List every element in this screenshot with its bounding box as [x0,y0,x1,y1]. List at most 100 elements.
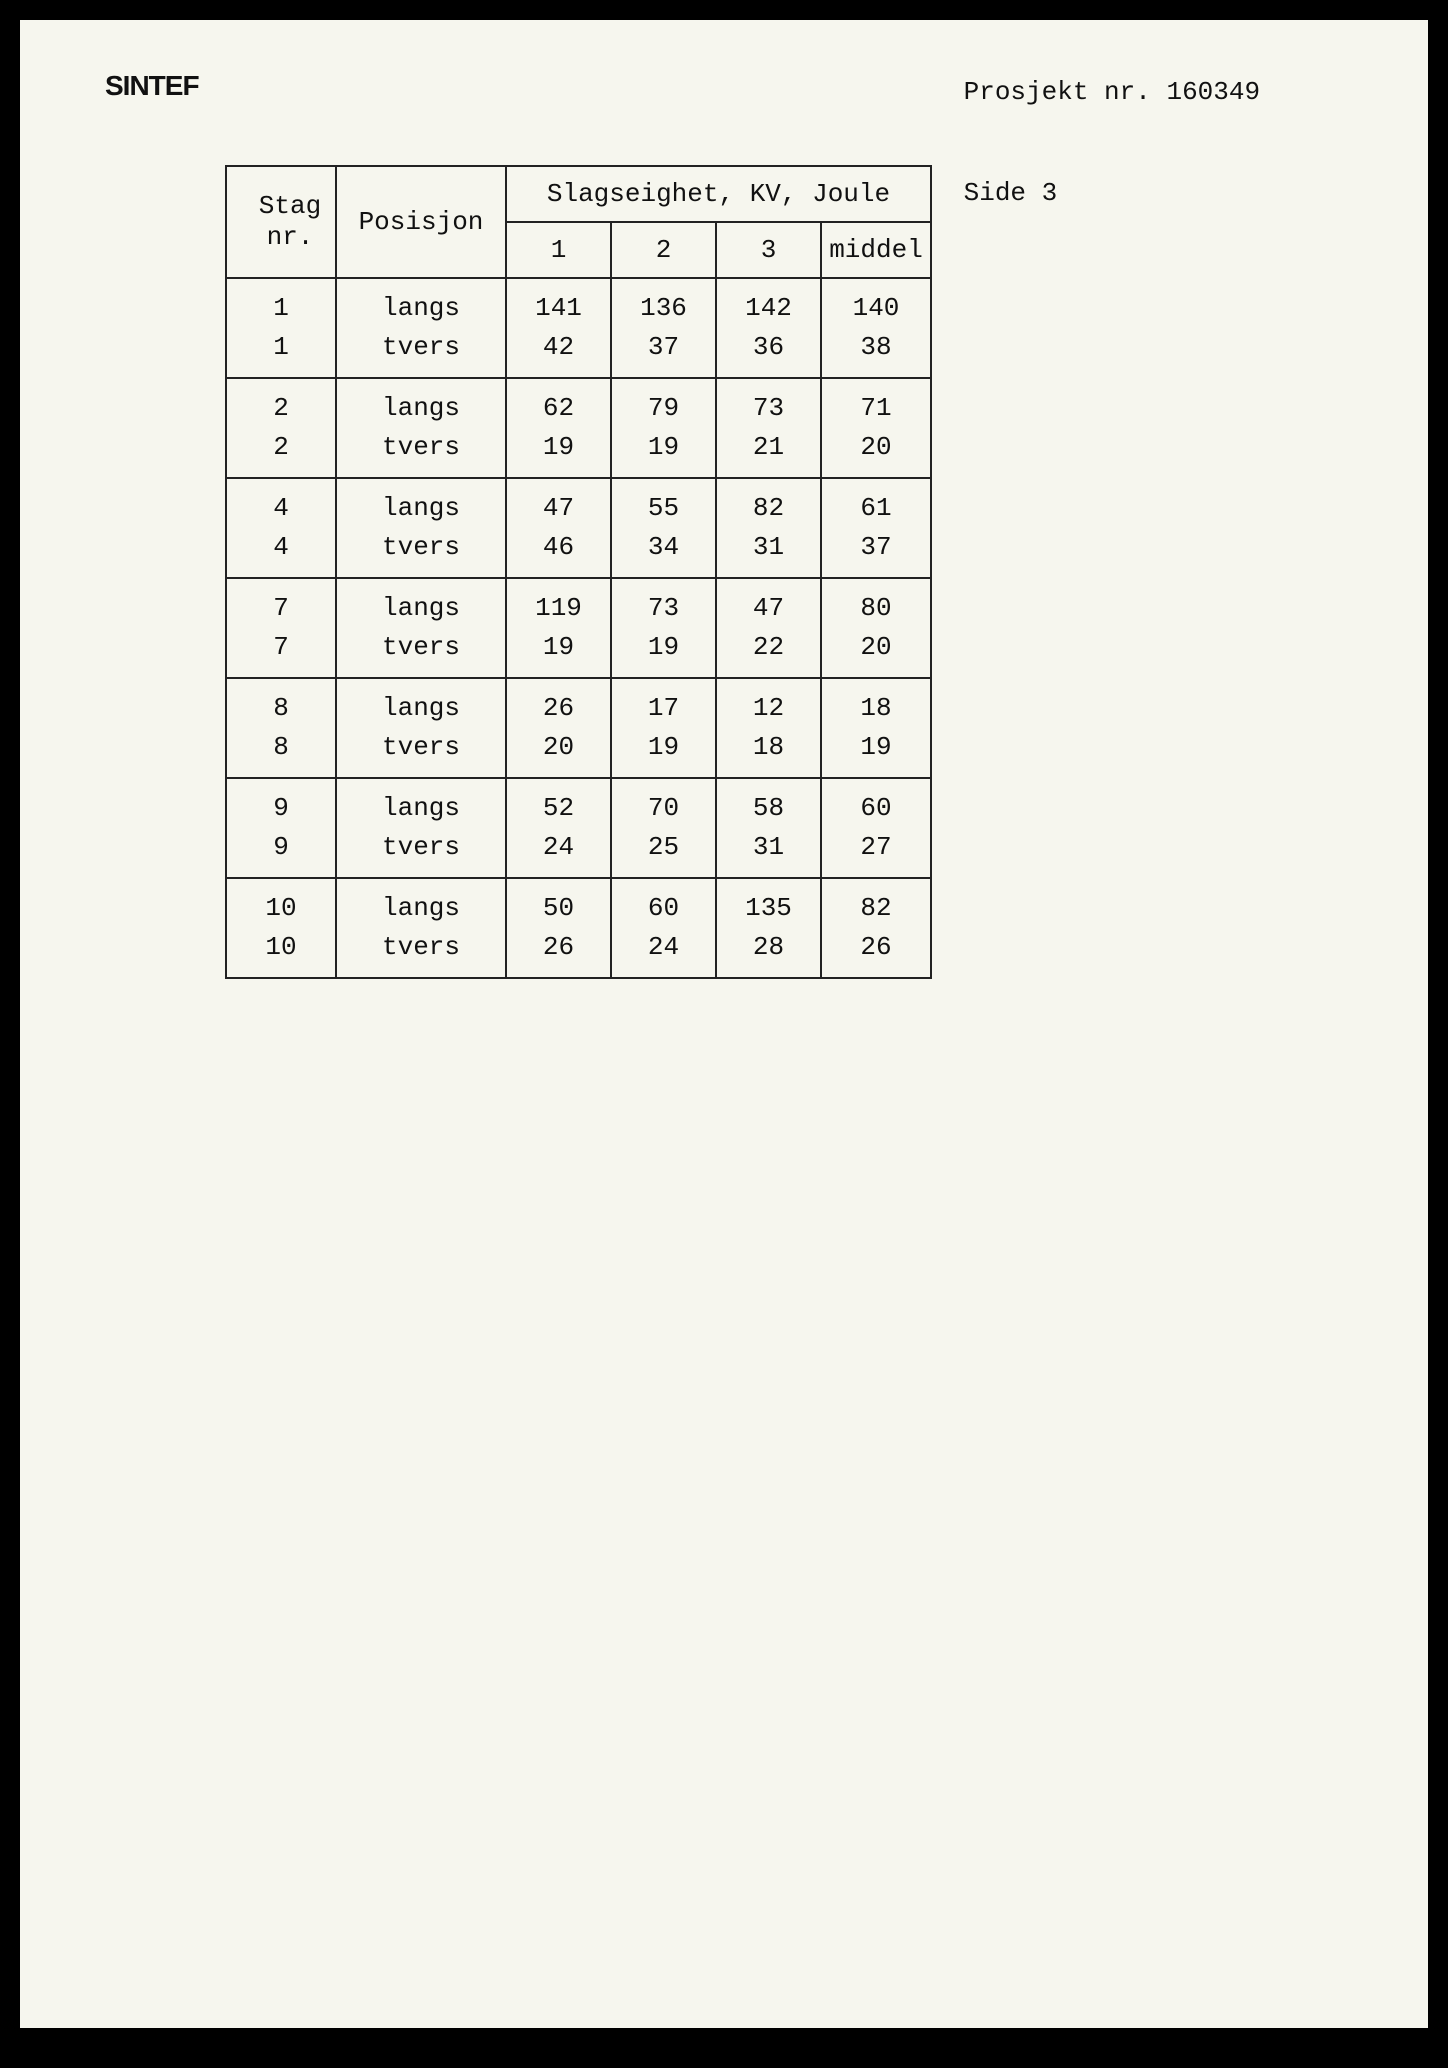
cell-value: langs [337,789,505,828]
cell-stag: 99 [226,778,336,878]
cell-value: 80 [822,589,930,628]
cell-value: 58 [717,789,820,828]
cell-value: 7 [227,589,335,628]
cell-value: 73 [717,389,820,428]
cell-pos: langstvers [336,478,506,578]
cell-value: 9 [227,828,335,867]
cell-value: 47 [507,489,610,528]
cell-value: 25 [612,828,715,867]
cell-value: 19 [612,728,715,767]
cell-value: 71 [822,389,930,428]
project-line: Prosjekt nr. 160349 [870,42,1260,143]
cell-mid: 14038 [821,278,931,378]
document-page: SINTEF Prosjekt nr. 160349 Side 3 Stag n… [20,20,1428,2028]
cell-value: 142 [717,289,820,328]
table-body: 11langstvers1414213637142361403822langst… [226,278,931,978]
cell-value: 18 [822,689,930,728]
cell-value: langs [337,489,505,528]
cell-v1: 5224 [506,778,611,878]
cell-value: 20 [822,428,930,467]
cell-value: 19 [507,428,610,467]
cell-value: 34 [612,528,715,567]
cell-v2: 7025 [611,778,716,878]
table-row: 22langstvers6219791973217120 [226,378,931,478]
cell-mid: 8226 [821,878,931,978]
cell-pos: langstvers [336,678,506,778]
cell-mid: 6137 [821,478,931,578]
cell-value: 4 [227,528,335,567]
cell-mid: 7120 [821,378,931,478]
table-row: 44langstvers4746553482316137 [226,478,931,578]
page-label: Side [964,178,1026,208]
table-row: 77langstvers11919731947228020 [226,578,931,678]
cell-v1: 5026 [506,878,611,978]
table-row: 1010langstvers50266024135288226 [226,878,931,978]
cell-value: 22 [717,628,820,667]
cell-value: 50 [507,889,610,928]
cell-value: tvers [337,828,505,867]
cell-value: tvers [337,628,505,667]
cell-value: 46 [507,528,610,567]
impact-toughness-table: Stag nr. Posisjon Slagseighet, KV, Joule… [225,165,932,979]
cell-value: 36 [717,328,820,367]
cell-value: 21 [717,428,820,467]
col-header-middel: middel [821,222,931,278]
cell-v1: 14142 [506,278,611,378]
cell-value: 18 [717,728,820,767]
col-header-posisjon: Posisjon [336,166,506,278]
cell-value: tvers [337,528,505,567]
cell-v2: 7319 [611,578,716,678]
cell-value: 19 [612,628,715,667]
cell-value: langs [337,889,505,928]
col-header-2: 2 [611,222,716,278]
cell-value: 26 [822,928,930,967]
cell-stag: 44 [226,478,336,578]
cell-value: 37 [822,528,930,567]
cell-mid: 6027 [821,778,931,878]
cell-value: 52 [507,789,610,828]
stag-header-line2: nr. [245,222,335,253]
cell-value: 19 [822,728,930,767]
cell-v3: 8231 [716,478,821,578]
cell-pos: langstvers [336,378,506,478]
cell-value: 10 [227,889,335,928]
cell-v1: 6219 [506,378,611,478]
cell-value: 135 [717,889,820,928]
cell-v3: 13528 [716,878,821,978]
cell-value: 82 [717,489,820,528]
cell-value: 19 [612,428,715,467]
col-header-1: 1 [506,222,611,278]
cell-value: 28 [717,928,820,967]
stag-header-line1: Stag [245,191,335,222]
cell-pos: langstvers [336,778,506,878]
cell-value: 26 [507,928,610,967]
cell-value: 24 [612,928,715,967]
cell-value: 62 [507,389,610,428]
cell-stag: 88 [226,678,336,778]
sintef-logo: SINTEF [105,70,199,102]
cell-value: langs [337,589,505,628]
cell-value: 24 [507,828,610,867]
cell-pos: langstvers [336,878,506,978]
cell-value: 47 [717,589,820,628]
cell-pos: langstvers [336,278,506,378]
cell-value: 8 [227,689,335,728]
cell-v1: 4746 [506,478,611,578]
cell-value: 136 [612,289,715,328]
cell-value: 70 [612,789,715,828]
cell-value: 26 [507,689,610,728]
cell-value: 60 [822,789,930,828]
cell-value: 19 [507,628,610,667]
table-header: Stag nr. Posisjon Slagseighet, KV, Joule… [226,166,931,278]
cell-v3: 1218 [716,678,821,778]
cell-pos: langstvers [336,578,506,678]
cell-value: 79 [612,389,715,428]
cell-mid: 1819 [821,678,931,778]
cell-v3: 5831 [716,778,821,878]
cell-value: 17 [612,689,715,728]
cell-value: 31 [717,528,820,567]
project-number: 160349 [1166,77,1260,107]
cell-value: 141 [507,289,610,328]
cell-v3: 14236 [716,278,821,378]
cell-v2: 1719 [611,678,716,778]
